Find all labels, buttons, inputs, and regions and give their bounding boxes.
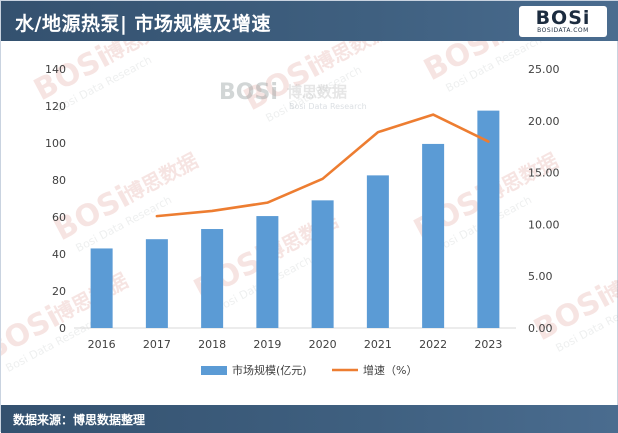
bar-market-size (201, 229, 224, 328)
page-title: 水/地源热泵| 市场规模及增速 (15, 13, 271, 35)
bars-layer (90, 110, 500, 328)
y-left-tick-label: 20 (52, 285, 66, 298)
logo-text: BOSi (535, 7, 591, 29)
line-point-growth-rate (432, 113, 434, 116)
line-layer (155, 113, 490, 218)
logo-subtext: BOSIDATA.COM (537, 27, 589, 34)
legend-swatch-bar (201, 366, 227, 375)
brand-logo: BOSi BOSIDATA.COM (519, 6, 607, 37)
x-tick-label: 2017 (143, 338, 171, 351)
y-right-tick-label: 10.00 (528, 218, 560, 231)
title-bar: 水/地源热泵| 市场规模及增速 BOSi BOSIDATA.COM (1, 1, 618, 41)
watermark-en: Bosi Data Research (289, 102, 367, 111)
y-right-tick-label: 15.00 (528, 167, 560, 180)
x-tick-label: 2016 (88, 338, 116, 351)
line-point-growth-rate (321, 178, 324, 180)
y-right-tick-label: 5.00 (528, 270, 553, 283)
x-tick-label: 2020 (309, 338, 337, 351)
y-left-tick-label: 80 (52, 174, 66, 187)
x-tick-label: 2023 (474, 338, 502, 351)
bar-market-size (311, 200, 334, 328)
bar-market-size (90, 248, 113, 328)
line-point-growth-rate (487, 140, 490, 143)
line-point-growth-rate (211, 210, 213, 212)
bar-market-size (145, 239, 168, 328)
line-point-growth-rate (266, 201, 269, 204)
bar-market-size (366, 175, 389, 328)
axes-layer: 0 20 40 60 80 100 120 140 0.00 5.00 10.00 15.00 20.0… (45, 63, 560, 351)
y-left-tick-label: 0 (59, 322, 66, 335)
bar-market-size (477, 110, 500, 328)
legend: 市场规模(亿元) 增速（%） (201, 363, 417, 377)
watermark-brand: BOSi (219, 80, 278, 105)
x-tick-label: 2022 (419, 338, 447, 351)
y-right-tick-label: 20.00 (528, 115, 560, 128)
bar-market-size (422, 143, 445, 328)
y-left-tick-label: 120 (45, 100, 66, 113)
y-left-tick-label: 140 (45, 63, 66, 76)
y-right-tick-label: 0.00 (528, 322, 553, 335)
line-point-growth-rate (156, 215, 158, 217)
legend-label-bar: 市场规模(亿元) (232, 363, 307, 377)
y-left-tick-label: 100 (45, 137, 66, 150)
data-source: 数据来源：博思数据整理 (13, 413, 146, 427)
x-tick-label: 2019 (253, 338, 281, 351)
x-tick-label: 2021 (364, 338, 392, 351)
x-tick-label: 2018 (198, 338, 226, 351)
watermark-cn: 博思数据 (287, 83, 347, 101)
y-right-tick-label: 25.00 (528, 63, 560, 76)
bar-market-size (256, 216, 279, 328)
line-point-growth-rate (377, 131, 379, 133)
footer-bar: 数据来源：博思数据整理 (1, 405, 618, 433)
legend-label-line: 增速（%） (363, 363, 417, 377)
y-left-tick-label: 40 (52, 248, 66, 261)
y-left-tick-label: 60 (52, 211, 66, 224)
